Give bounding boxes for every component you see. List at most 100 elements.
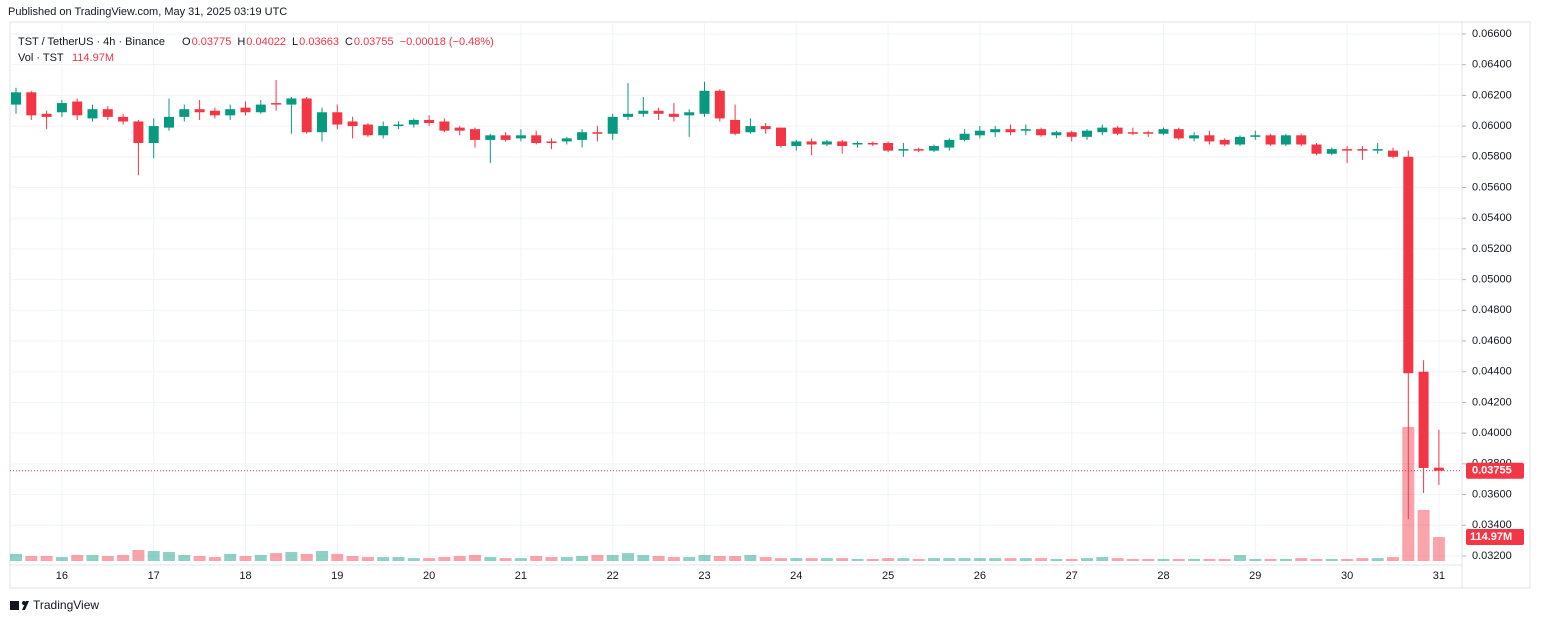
candle-body — [1082, 130, 1092, 137]
candle-body — [990, 129, 1001, 133]
volume-bar — [316, 550, 328, 561]
candle-body — [1357, 149, 1368, 151]
candle-body — [1020, 129, 1031, 131]
candle-body — [1311, 144, 1322, 154]
volume-title: Vol · TST — [18, 52, 64, 64]
candle-body — [1173, 129, 1184, 139]
volume-bar — [1035, 558, 1048, 561]
candle-body — [87, 109, 98, 119]
volume-bar — [86, 554, 99, 561]
candle-body — [974, 130, 985, 136]
volume-bar — [1065, 558, 1078, 561]
y-tick-label: 0.05000 — [1472, 274, 1512, 286]
candle-body — [1235, 136, 1245, 145]
candle-body — [1051, 132, 1062, 136]
candle-body — [699, 90, 710, 114]
ohlc-key: L — [292, 36, 298, 48]
volume-bar — [1279, 558, 1292, 561]
volume-bar — [346, 555, 359, 561]
volume-bar — [270, 553, 283, 561]
volume-bar — [866, 558, 879, 561]
candle-body — [1219, 139, 1230, 145]
volume-bar — [1249, 558, 1262, 561]
y-tick-label: 0.03400 — [1472, 519, 1512, 531]
volume-bar — [1295, 558, 1308, 561]
volume-bar — [1019, 558, 1032, 561]
volume-bar — [622, 553, 634, 561]
volume-bar — [208, 557, 221, 561]
x-tick-label: 30 — [1341, 570, 1353, 582]
volume-badge-label: 114.97M — [1470, 531, 1512, 543]
candle-body — [286, 98, 297, 105]
volume-bar — [530, 555, 543, 561]
volume-bar — [943, 558, 956, 561]
candle-body — [714, 90, 725, 119]
volume-bar — [912, 558, 925, 561]
candle-body — [1097, 127, 1108, 133]
volume-bar — [652, 555, 665, 561]
candle-body — [194, 109, 205, 113]
volume-bar — [1126, 558, 1139, 561]
x-tick-label: 24 — [790, 570, 802, 582]
candle-body — [362, 124, 373, 136]
x-tick-label: 28 — [1157, 570, 1169, 582]
volume-bar — [606, 554, 619, 561]
y-tick-label: 0.03600 — [1472, 488, 1512, 500]
volume-bar — [224, 553, 237, 561]
candle-body — [546, 141, 557, 143]
ohlc: O 0.03775 H 0.04022 L 0.03663 C 0.03755 −0.00018… — [182, 36, 494, 48]
candle-body — [638, 110, 649, 114]
volume-bar — [1050, 558, 1063, 561]
volume-bar — [973, 558, 986, 561]
candle-body — [271, 103, 282, 105]
candle-body — [56, 103, 67, 113]
candle-body — [393, 124, 404, 127]
candle-body — [1265, 135, 1276, 145]
candle-body — [347, 121, 358, 127]
y-tick-label: 0.04600 — [1472, 335, 1512, 347]
volume-bar — [1356, 558, 1369, 561]
x-tick-label: 16 — [56, 570, 68, 582]
volume-bar — [163, 552, 175, 561]
volume-bar — [1387, 557, 1399, 561]
volume-badge — [1466, 529, 1524, 546]
volume-bar — [1081, 558, 1093, 561]
candle-body — [531, 135, 542, 143]
candle-body — [776, 127, 786, 147]
candle-body — [898, 149, 909, 151]
candle-body — [821, 141, 832, 145]
candle-body — [806, 141, 817, 145]
candle-body — [1127, 132, 1138, 134]
candle-body — [118, 116, 129, 122]
change: −0.00018 (−0.48%) — [400, 36, 494, 48]
volume-bar — [193, 555, 206, 561]
volume-bar — [1142, 558, 1155, 561]
volume-bar — [361, 557, 374, 561]
volume-layer — [10, 427, 1445, 561]
volume-bar — [147, 550, 160, 561]
candle-body — [209, 110, 220, 116]
volume-bar — [1203, 558, 1216, 561]
frame — [9, 21, 1531, 589]
candle-body — [791, 141, 802, 147]
y-tick-label: 0.04200 — [1472, 396, 1512, 408]
axis-layer: 0.032000.034000.036000.038000.040000.042… — [56, 28, 1524, 582]
y-tick-label: 0.05400 — [1472, 212, 1512, 224]
volume-bar — [928, 558, 940, 561]
volume-bar — [1341, 558, 1354, 561]
candle-body — [959, 133, 970, 140]
volume-bar — [1264, 558, 1277, 561]
volume-bar — [10, 553, 22, 561]
volume-bar — [1188, 558, 1201, 561]
volume-bar — [1172, 558, 1185, 561]
candle-body — [684, 112, 695, 116]
x-tick-label: 29 — [1249, 570, 1261, 582]
y-tick-label: 0.06200 — [1472, 89, 1512, 101]
x-tick-label: 19 — [331, 570, 343, 582]
candle-body — [378, 126, 389, 136]
candle-body — [837, 141, 848, 147]
candle-body — [439, 121, 450, 131]
volume-bar — [484, 557, 497, 561]
x-tick-label: 20 — [423, 570, 435, 582]
